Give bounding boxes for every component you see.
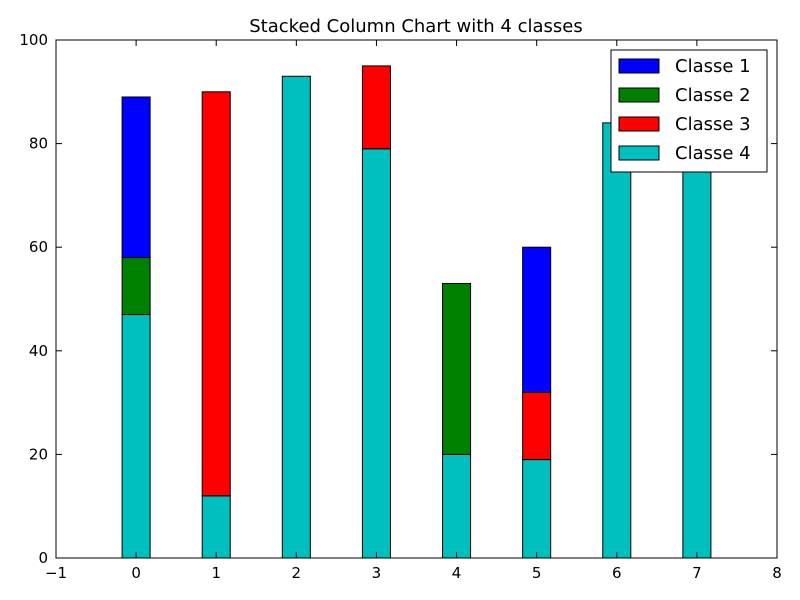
x-tick-label: 1 [211, 564, 221, 582]
x-tick-label: 7 [692, 564, 702, 582]
x-tick-label: 4 [452, 564, 462, 582]
bar-segment [201, 495, 231, 559]
y-tick-label: 60 [29, 238, 48, 256]
bar-segment [682, 143, 712, 559]
legend-label: Classe 3 [675, 114, 751, 135]
bar-segment [121, 257, 151, 316]
bars-layer [121, 65, 712, 559]
legend-label: Classe 4 [675, 143, 751, 164]
bar-segment [522, 391, 552, 461]
legend-swatch [618, 58, 660, 74]
legend-label: Classe 2 [675, 85, 751, 106]
bar-segment [522, 246, 552, 393]
y-tick-label: 40 [29, 342, 48, 360]
bar-segment [361, 65, 391, 150]
bar-segment [121, 314, 151, 559]
y-tick-label: 100 [19, 31, 48, 49]
bar-segment [602, 122, 632, 559]
chart-title: Stacked Column Chart with 4 classes [249, 16, 582, 37]
y-tick-label: 20 [29, 445, 48, 463]
legend: Classe 1 Classe 2 Classe 3 Classe 4 [610, 49, 768, 173]
x-tick-label: 2 [292, 564, 302, 582]
x-tick-label: 5 [532, 564, 542, 582]
bar-segment [121, 96, 151, 259]
legend-swatch [618, 145, 660, 161]
bar-segment [201, 91, 231, 497]
legend-label: Classe 1 [675, 56, 751, 77]
x-tick-label: 6 [612, 564, 622, 582]
legend-swatch [618, 116, 660, 132]
x-tick-label: 0 [131, 564, 141, 582]
bar-segment [281, 75, 311, 559]
bar-segment [442, 282, 472, 455]
plot-frame [55, 39, 778, 559]
bar-segment [361, 148, 391, 559]
x-tick-label: 3 [372, 564, 382, 582]
legend-swatch [618, 87, 660, 103]
y-tick-label: 80 [29, 135, 48, 153]
bar-segment [442, 453, 472, 559]
y-tick-label: 0 [38, 549, 48, 567]
x-tick-label: 8 [772, 564, 782, 582]
x-tick-label: −1 [45, 564, 67, 582]
bar-segment [522, 459, 552, 559]
